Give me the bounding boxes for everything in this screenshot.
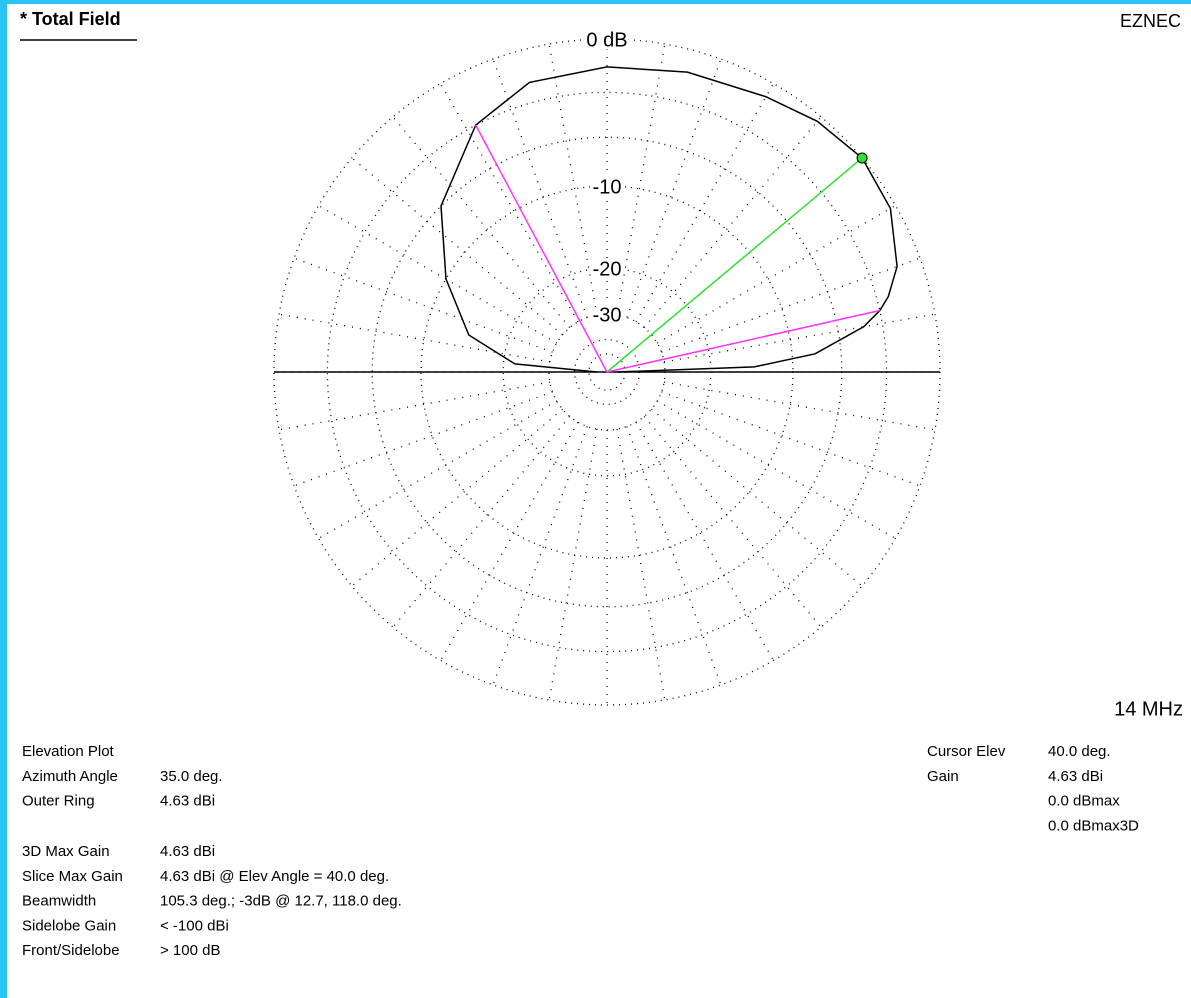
info-label: Elevation Plot xyxy=(22,743,115,760)
info-value: 4.63 dBi xyxy=(160,843,215,860)
ring-label: 0 dB xyxy=(586,29,627,51)
ring-label: -10 xyxy=(593,176,622,198)
info-value: 105.3 deg.; -3dB @ 12.7, 118.0 deg. xyxy=(160,893,402,910)
info-label: Gain xyxy=(927,768,959,785)
marker-line xyxy=(606,309,880,373)
plot-title: * Total Field xyxy=(20,9,121,29)
info-label: Outer Ring xyxy=(22,793,95,810)
info-label: Front/Sidelobe xyxy=(22,942,120,959)
info-label: Beamwidth xyxy=(22,893,96,910)
brand: EZNEC xyxy=(1120,11,1181,31)
top-border xyxy=(0,0,1191,4)
info-label: Cursor Elev xyxy=(927,743,1006,760)
info-label: Slice Max Gain xyxy=(22,868,123,885)
marker-line xyxy=(475,124,608,373)
polar-plot xyxy=(274,66,940,373)
info-value: > 100 dB xyxy=(160,942,220,959)
frequency: 14 MHz xyxy=(1114,698,1183,720)
info-value: 40.0 deg. xyxy=(1048,743,1111,760)
info-label: Sidelobe Gain xyxy=(22,917,116,934)
info-panel: Elevation Plot Azimuth Angle 35.0 deg. Oute… xyxy=(22,743,1139,959)
ring-label: -20 xyxy=(593,258,622,280)
info-label: 3D Max Gain xyxy=(22,843,110,860)
info-value: 35.0 deg. xyxy=(160,768,223,785)
info-value: 4.63 dBi xyxy=(1048,768,1103,785)
pattern-line xyxy=(440,66,898,373)
info-value: 0.0 dBmax xyxy=(1048,793,1120,810)
marker-line xyxy=(606,157,863,373)
left-border xyxy=(0,0,7,998)
info-value: 4.63 dBi xyxy=(160,793,215,810)
info-value: < -100 dBi xyxy=(160,917,229,934)
ring-label: -30 xyxy=(593,304,622,326)
cursor-dot xyxy=(856,152,868,164)
info-value: 0.0 dBmax3D xyxy=(1048,817,1139,834)
info-label: Azimuth Angle xyxy=(22,768,118,785)
info-value: 4.63 dBi @ Elev Angle = 40.0 deg. xyxy=(160,868,389,885)
